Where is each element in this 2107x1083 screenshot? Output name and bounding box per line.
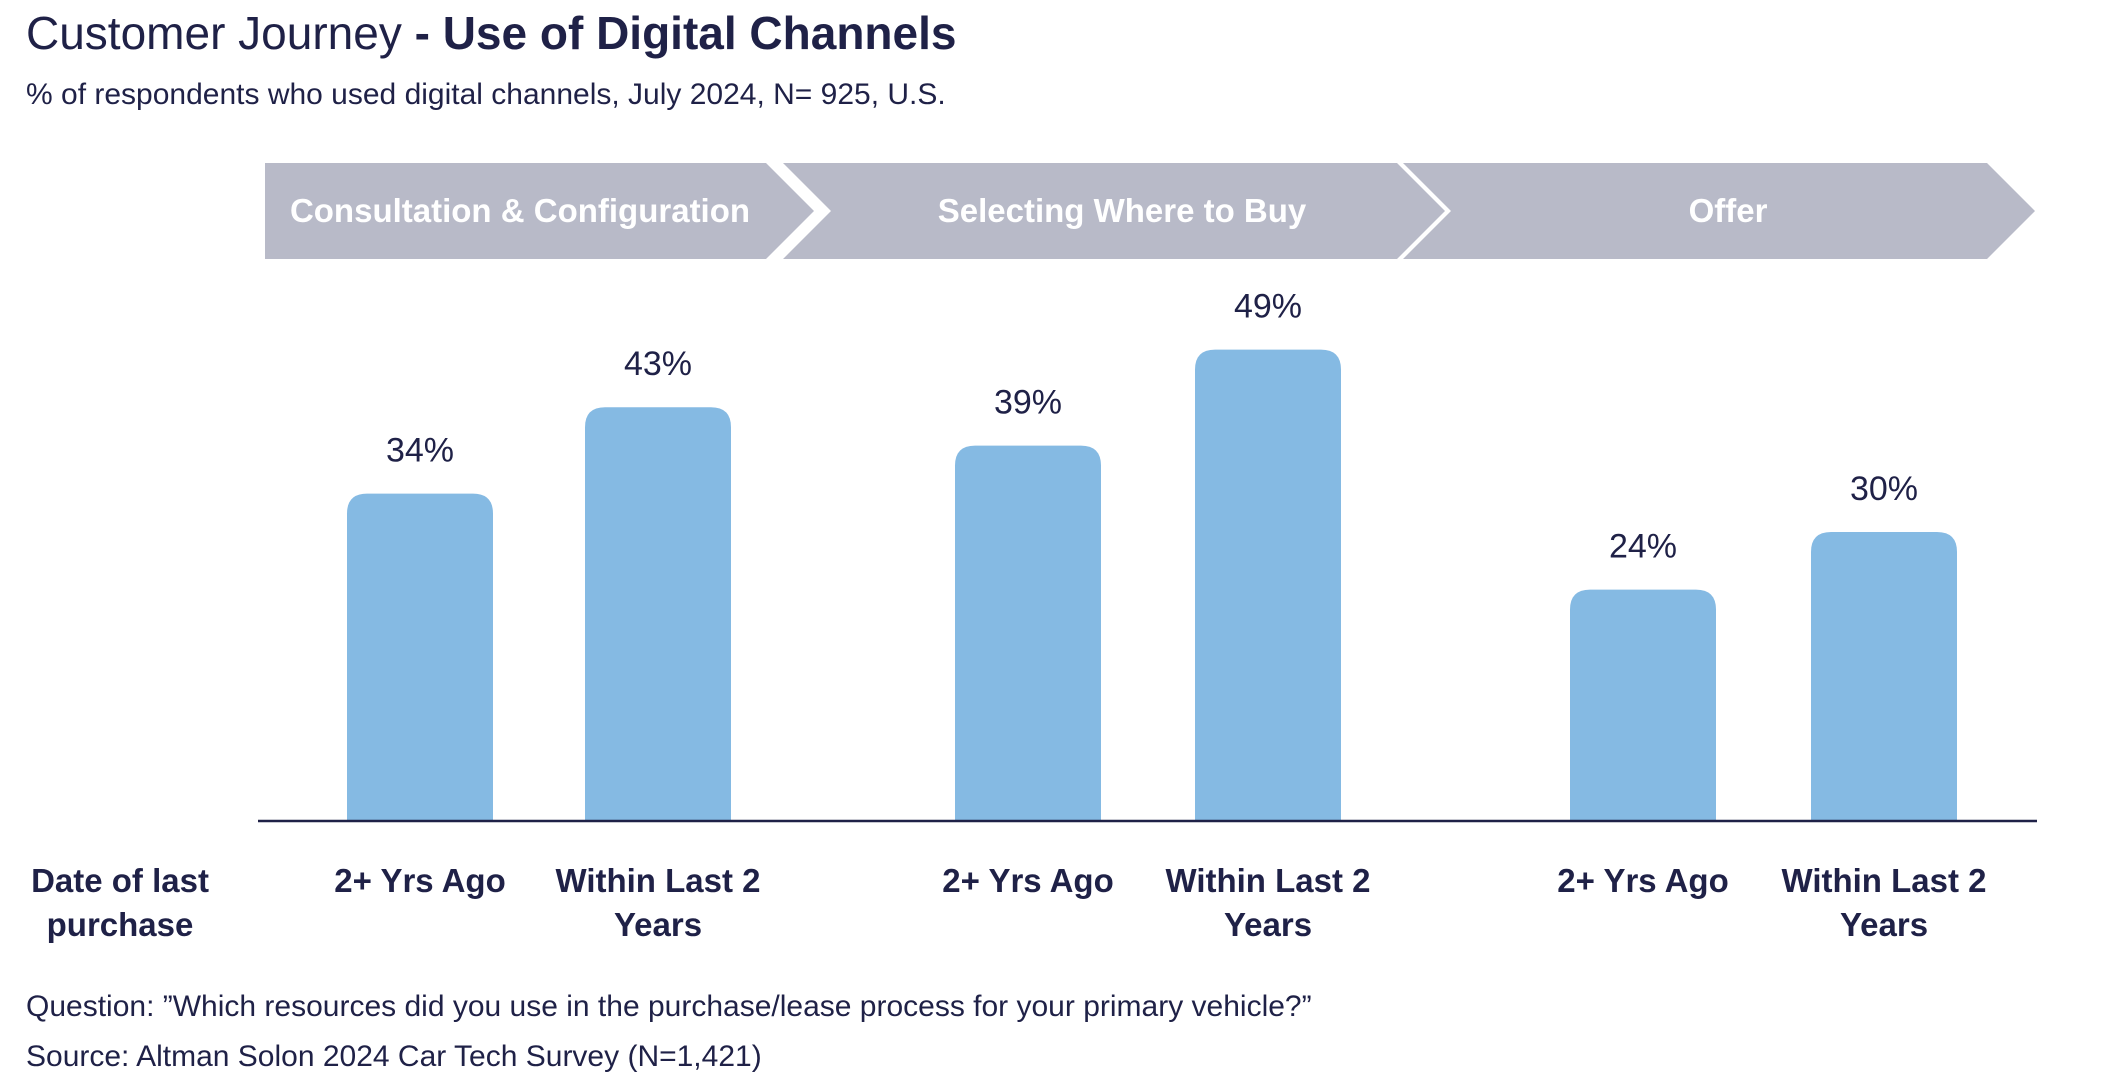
page-title: Customer Journey - Use of Digital Channe… — [26, 6, 956, 60]
journey-stages: Consultation & Configuration Selecting Wh… — [265, 163, 2035, 259]
category-label-3-line-1: 2+ Yrs Ago — [942, 862, 1114, 899]
subtitle: % of respondents who used digital channe… — [26, 78, 946, 111]
footnote-source: Source: Altman Solon 2024 Car Tech Surve… — [26, 1040, 762, 1073]
row-label-line-1: Date of last — [31, 862, 209, 899]
stage-chevron-offer — [1403, 163, 2035, 259]
stage-chevron-selecting-where-to-buy — [783, 163, 1445, 259]
row-label: Date of last purchase — [31, 862, 209, 943]
category-label-2-line-1: Within Last 2 — [555, 862, 760, 899]
bar-5 — [1570, 589, 1716, 820]
category-label-4-line-1: Within Last 2 — [1165, 862, 1370, 899]
stage-label-consultation-and-configuration: Consultation & Configuration — [290, 192, 750, 229]
category-label-4-line-2: Years — [1224, 906, 1312, 943]
title-light: Customer Journey — [26, 7, 402, 59]
stage-label-selecting-where-to-buy: Selecting Where to Buy — [938, 192, 1307, 229]
category-label-1-line-1: 2+ Yrs Ago — [334, 862, 506, 899]
bar-3 — [955, 445, 1101, 820]
bar-2 — [585, 407, 731, 820]
data-label-3: 39% — [994, 384, 1062, 422]
row-label-line-2: purchase — [47, 906, 194, 943]
bar-6 — [1811, 532, 1957, 820]
data-labels: 34% 43% 39% 49% 24% 30% — [386, 288, 1918, 566]
bars — [347, 349, 1957, 820]
category-label-2-line-2: Years — [614, 906, 702, 943]
data-label-1: 34% — [386, 432, 454, 470]
data-label-5: 24% — [1609, 528, 1677, 566]
data-label-2: 43% — [624, 345, 692, 383]
footnote-question: Question: ”Which resources did you use i… — [26, 990, 1312, 1023]
bar-1 — [347, 493, 493, 820]
stage-chevron-consultation-and-configuration — [265, 163, 814, 259]
category-label-6-line-1: Within Last 2 — [1781, 862, 1986, 899]
data-label-4: 49% — [1234, 288, 1302, 326]
category-label-6-line-2: Years — [1840, 906, 1928, 943]
stage-label-offer: Offer — [1689, 192, 1768, 229]
category-label-5-line-1: 2+ Yrs Ago — [1557, 862, 1729, 899]
category-labels: 2+ Yrs Ago Within Last 2 Years 2+ Yrs Ago Wi… — [334, 862, 1986, 943]
bar-4 — [1195, 349, 1341, 820]
data-label-6: 30% — [1850, 470, 1918, 508]
title-bold: - Use of Digital Channels — [414, 7, 957, 59]
